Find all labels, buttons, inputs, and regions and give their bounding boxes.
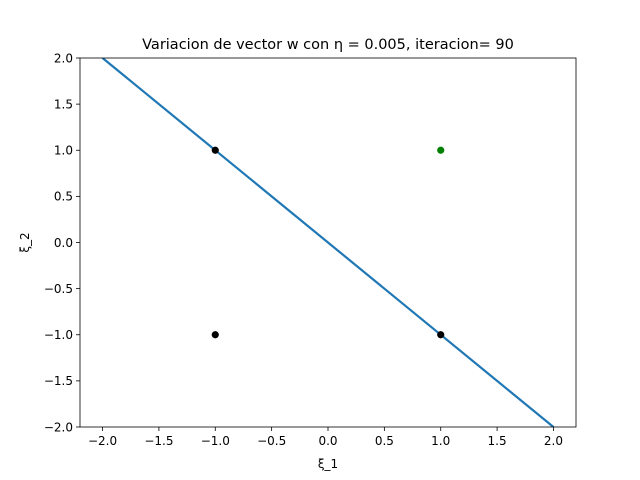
data-point-3 (437, 331, 445, 339)
x-tick-label: −1.0 (201, 434, 230, 448)
y-axis-label: ξ_2 (18, 232, 32, 252)
y-tick-label: −1.0 (44, 328, 73, 342)
y-tick-label: 1.5 (54, 97, 73, 111)
x-tick-label: 0.5 (375, 434, 394, 448)
plot-area (101, 58, 555, 427)
y-tick-label: −1.5 (44, 374, 73, 388)
x-tick-label: −1.5 (144, 434, 173, 448)
x-tick-label: −0.5 (257, 434, 286, 448)
y-tick-label: 1.0 (54, 144, 73, 158)
data-point-1 (211, 146, 219, 154)
chart-title: Variacion de vector w con η = 0.005, ite… (142, 37, 514, 53)
y-tick-label: −0.5 (44, 282, 73, 296)
x-tick-label: 1.0 (431, 434, 450, 448)
decision-line (101, 58, 555, 427)
x-axis: −2.0 −1.5 −1.0 −0.5 0.0 0.5 1.0 1.5 2.0 (88, 427, 563, 448)
x-axis-label: ξ_1 (318, 457, 338, 471)
y-tick-label: −2.0 (44, 420, 73, 434)
data-point-4 (437, 146, 445, 154)
y-tick-label: 0.0 (54, 236, 73, 250)
data-point-2 (211, 331, 219, 339)
y-axis: −2.0 −1.5 −1.0 −0.5 0.0 0.5 1.0 1.5 2.0 (44, 51, 80, 434)
x-tick-label: −2.0 (88, 434, 117, 448)
x-tick-label: 2.0 (544, 434, 563, 448)
y-tick-label: 2.0 (54, 51, 73, 65)
x-tick-label: 0.0 (318, 434, 337, 448)
y-tick-label: 0.5 (54, 190, 73, 204)
x-tick-label: 1.5 (488, 434, 507, 448)
